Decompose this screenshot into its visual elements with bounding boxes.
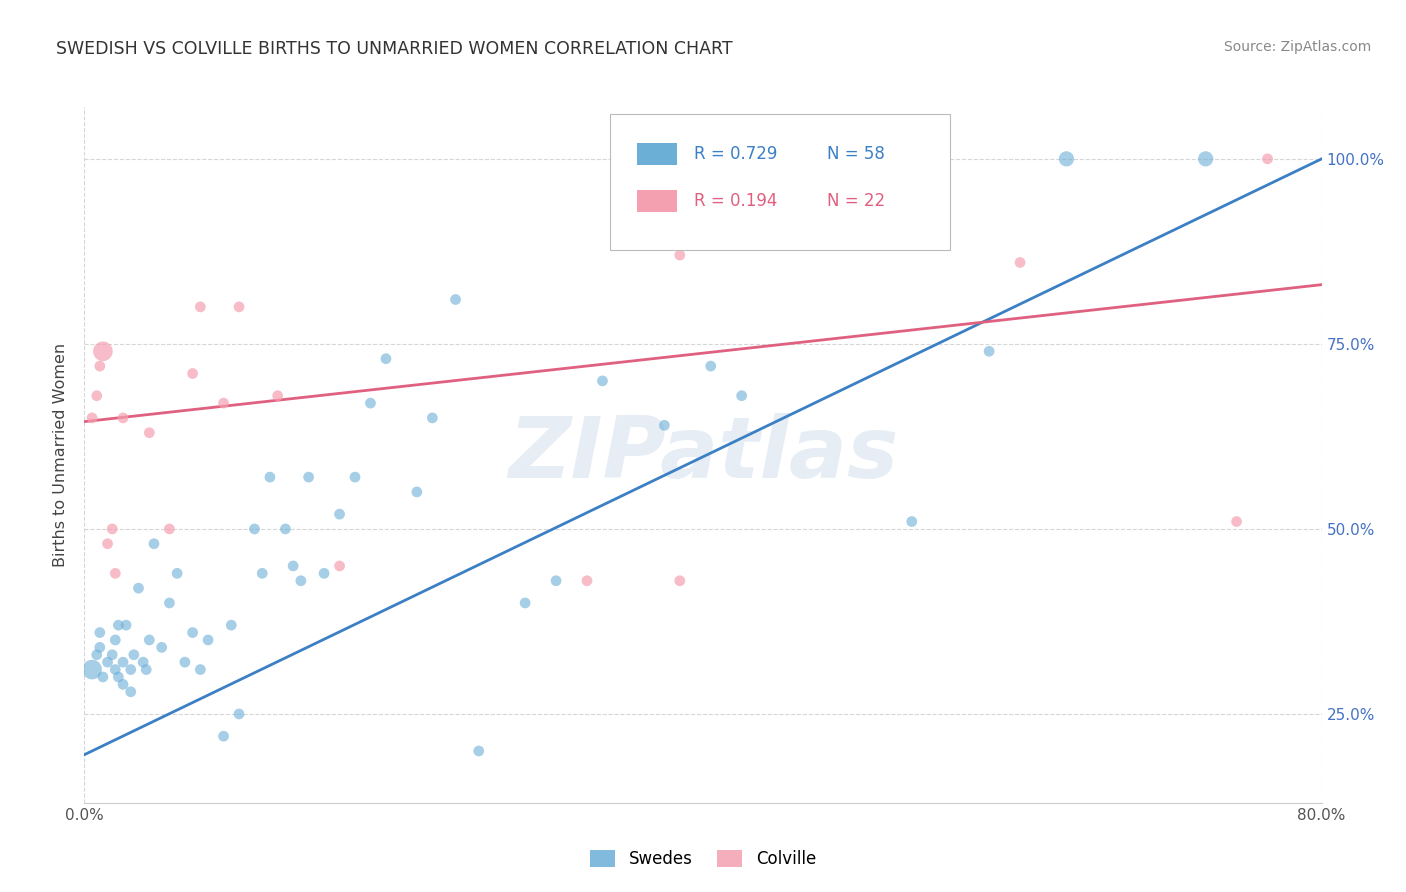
Point <box>101 648 124 662</box>
Point <box>290 574 312 588</box>
Legend: Swedes, Colville: Swedes, Colville <box>583 843 823 874</box>
Point <box>901 515 924 529</box>
Point <box>86 648 108 662</box>
Point <box>228 706 250 721</box>
Point <box>159 522 181 536</box>
Point <box>654 418 676 433</box>
Point <box>1257 152 1279 166</box>
Point <box>243 522 266 536</box>
Point <box>86 389 108 403</box>
Point <box>97 537 120 551</box>
Point <box>228 300 250 314</box>
FancyBboxPatch shape <box>610 114 950 250</box>
Point <box>197 632 219 647</box>
Text: Source: ZipAtlas.com: Source: ZipAtlas.com <box>1223 40 1371 54</box>
Point <box>252 566 274 581</box>
Point <box>669 248 692 262</box>
Y-axis label: Births to Unmarried Women: Births to Unmarried Women <box>53 343 69 567</box>
Point <box>406 484 429 499</box>
Point <box>120 685 142 699</box>
Point <box>1010 255 1032 269</box>
Point <box>174 655 197 669</box>
Point <box>188 300 212 314</box>
Point <box>135 663 157 677</box>
Point <box>138 425 160 440</box>
Point <box>274 522 297 536</box>
Point <box>89 359 111 373</box>
Point <box>360 396 382 410</box>
FancyBboxPatch shape <box>637 144 678 166</box>
Point <box>112 677 135 691</box>
Point <box>422 411 444 425</box>
Point <box>104 632 127 647</box>
Point <box>283 558 305 573</box>
Point <box>159 596 181 610</box>
Point <box>1056 152 1078 166</box>
Point <box>166 566 188 581</box>
Point <box>700 359 723 373</box>
Point <box>82 663 104 677</box>
Point <box>104 663 127 677</box>
Point <box>107 618 129 632</box>
Point <box>314 566 336 581</box>
Point <box>576 574 599 588</box>
Point <box>515 596 537 610</box>
Point <box>101 522 124 536</box>
Point <box>138 632 160 647</box>
Point <box>91 344 114 359</box>
Point <box>82 411 104 425</box>
Point <box>212 729 235 743</box>
Point <box>1226 515 1249 529</box>
Point <box>150 640 173 655</box>
Point <box>115 618 138 632</box>
Point <box>132 655 155 669</box>
Point <box>89 640 111 655</box>
Text: ZIPatlas: ZIPatlas <box>508 413 898 497</box>
Point <box>375 351 398 366</box>
Point <box>188 663 212 677</box>
Point <box>128 581 150 595</box>
Point <box>212 396 235 410</box>
Point <box>468 744 491 758</box>
Point <box>143 537 166 551</box>
Text: R = 0.194: R = 0.194 <box>695 192 778 210</box>
Point <box>298 470 321 484</box>
Point <box>181 367 204 381</box>
Point <box>104 566 127 581</box>
Point <box>221 618 243 632</box>
Point <box>329 507 352 521</box>
Text: R = 0.729: R = 0.729 <box>695 145 778 163</box>
Point <box>329 558 352 573</box>
Point <box>267 389 290 403</box>
Point <box>112 411 135 425</box>
Point <box>89 625 111 640</box>
Point <box>112 655 135 669</box>
Point <box>120 663 142 677</box>
Point <box>344 470 367 484</box>
Point <box>181 625 204 640</box>
Point <box>592 374 614 388</box>
Point <box>731 389 754 403</box>
Point <box>669 574 692 588</box>
FancyBboxPatch shape <box>637 190 678 212</box>
Text: N = 22: N = 22 <box>827 192 884 210</box>
Text: N = 58: N = 58 <box>827 145 884 163</box>
Point <box>1195 152 1218 166</box>
Point <box>979 344 1001 359</box>
Point <box>444 293 467 307</box>
Point <box>259 470 281 484</box>
Point <box>91 670 114 684</box>
Point <box>122 648 145 662</box>
Text: SWEDISH VS COLVILLE BIRTHS TO UNMARRIED WOMEN CORRELATION CHART: SWEDISH VS COLVILLE BIRTHS TO UNMARRIED … <box>56 40 733 58</box>
Point <box>546 574 568 588</box>
Point <box>97 655 120 669</box>
Point <box>107 670 129 684</box>
